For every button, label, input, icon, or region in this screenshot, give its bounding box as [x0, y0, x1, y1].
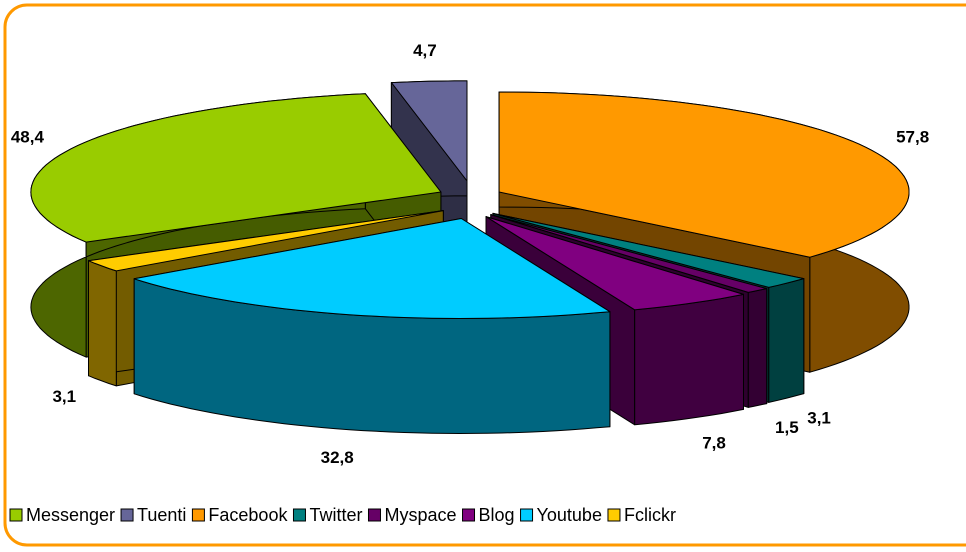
slice-top [490, 214, 768, 293]
pie [30, 80, 910, 434]
legend-label: Facebook [208, 505, 288, 525]
data-labels: 48,4 4,7 57,8 3,1 1,5 7,8 32,8 3,1 [11, 41, 929, 467]
legend-label: Twitter [309, 505, 362, 525]
slice-top [133, 218, 611, 319]
data-label: 7,8 [702, 434, 726, 453]
legend-swatch [607, 508, 621, 522]
slice-top [498, 91, 910, 258]
legend-swatch [9, 508, 23, 522]
legend-swatch [367, 508, 381, 522]
slice-wall [88, 260, 117, 387]
slice-top [88, 210, 444, 272]
legend-swatch [292, 508, 306, 522]
legend-swatch [462, 508, 476, 522]
legend-swatch [520, 508, 534, 522]
slice [133, 218, 611, 434]
data-label: 32,8 [321, 448, 354, 467]
slice-top [492, 212, 805, 288]
legend-swatch [120, 508, 134, 522]
slice-wall [747, 288, 768, 408]
legend-label: Tuenti [137, 505, 186, 525]
data-label: 1,5 [775, 418, 799, 437]
slice-top [30, 93, 442, 243]
slice-top [485, 216, 744, 311]
legend: Messenger Tuenti Facebook Twitter Myspace Blo… [9, 505, 676, 525]
legend-swatch [191, 508, 205, 522]
data-label: 48,4 [11, 127, 45, 146]
data-label: 3,1 [807, 409, 831, 428]
slice-wall [768, 278, 805, 403]
slice-wall [634, 293, 744, 426]
legend-label: Myspace [384, 505, 456, 525]
data-label: 3,1 [52, 387, 76, 406]
legend-label: Messenger [26, 505, 115, 525]
legend-label: Blog [479, 505, 515, 525]
data-label: 4,7 [413, 41, 437, 60]
legend-label: Fclickr [624, 505, 676, 525]
data-label: 57,8 [896, 127, 929, 146]
legend-label: Youtube [537, 505, 602, 525]
slice-top [390, 80, 468, 182]
